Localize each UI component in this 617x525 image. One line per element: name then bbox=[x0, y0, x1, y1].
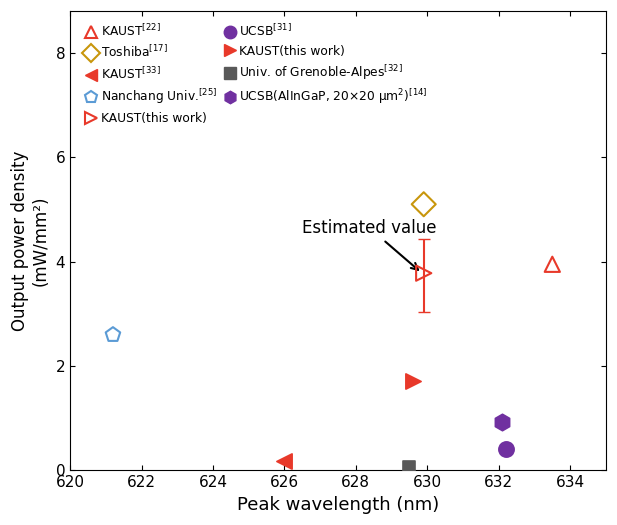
Y-axis label: Output power density
(mW/mm²): Output power density (mW/mm²) bbox=[11, 151, 50, 331]
Point bbox=[408, 376, 418, 385]
Point bbox=[419, 269, 429, 277]
Point bbox=[419, 200, 429, 208]
Text: Estimated value: Estimated value bbox=[302, 219, 437, 270]
X-axis label: Peak wavelength (nm): Peak wavelength (nm) bbox=[237, 496, 439, 514]
Point bbox=[405, 463, 415, 471]
Point bbox=[501, 444, 511, 453]
Point bbox=[108, 331, 118, 339]
Legend: KAUST$^{[22]}$, Toshiba$^{[17]}$, KAUST$^{[33]}$, Nanchang Univ.$^{[25]}$, KAUST: KAUST$^{[22]}$, Toshiba$^{[17]}$, KAUST$… bbox=[81, 19, 432, 129]
Point bbox=[547, 260, 557, 268]
Point bbox=[497, 418, 507, 427]
Point bbox=[280, 457, 289, 465]
